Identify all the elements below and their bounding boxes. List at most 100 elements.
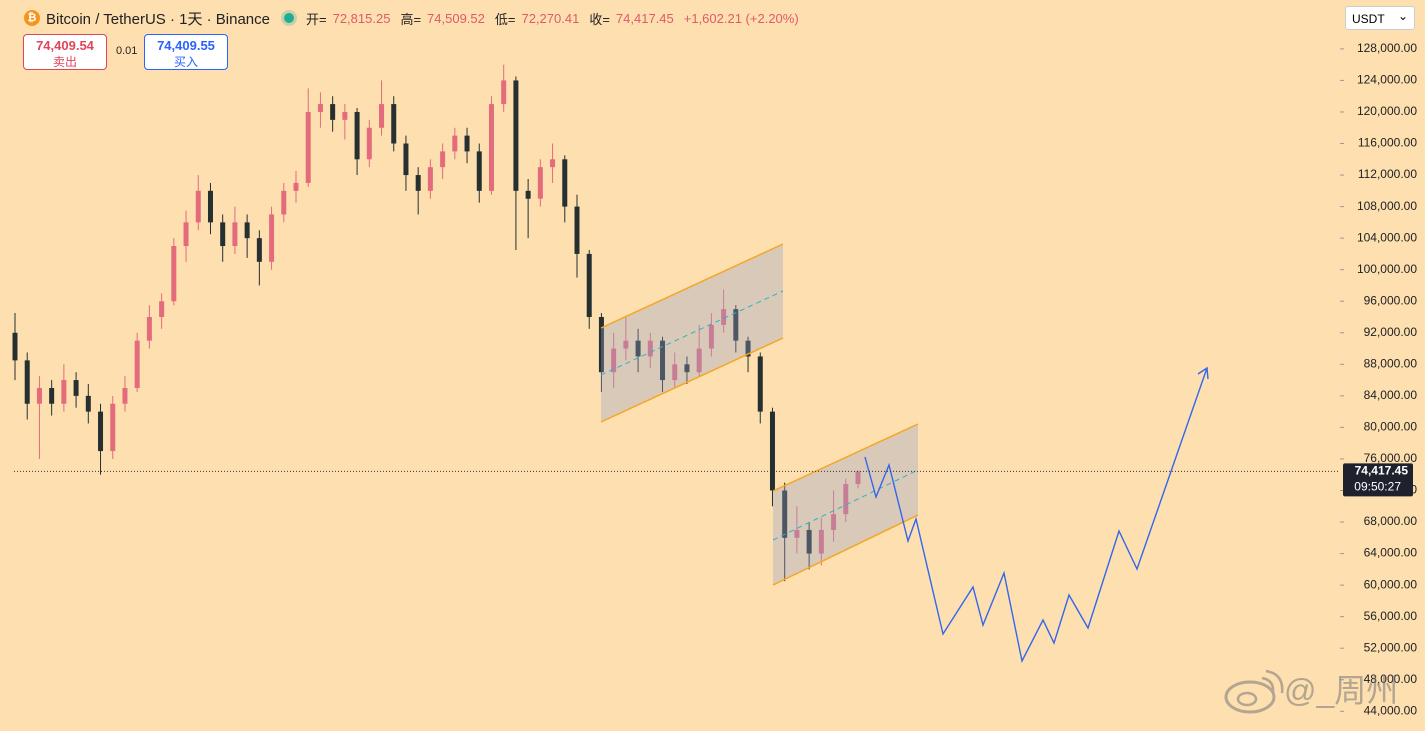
candle-body bbox=[85, 395, 91, 412]
y-tick-label: 80,000.00 bbox=[1364, 420, 1418, 434]
buy-button[interactable]: 74,409.55 买入 bbox=[144, 34, 228, 70]
watermark-logo bbox=[1224, 680, 1276, 714]
y-tick-label: 92,000.00 bbox=[1364, 325, 1418, 339]
y-tick-label: 96,000.00 bbox=[1364, 293, 1418, 307]
candle-body bbox=[12, 332, 18, 361]
candle-body bbox=[598, 317, 604, 373]
y-tick-label: 44,000.00 bbox=[1364, 703, 1418, 717]
change: +1,602.21 (+2.20%) bbox=[683, 10, 799, 26]
candles bbox=[12, 64, 861, 582]
y-tick-label: 88,000.00 bbox=[1364, 356, 1418, 370]
y-tick-label: 60,000.00 bbox=[1364, 577, 1418, 591]
sell-price: 74,409.54 bbox=[36, 38, 94, 53]
candle-body bbox=[831, 514, 837, 530]
watermark-logo bbox=[1261, 669, 1284, 694]
candle-body bbox=[159, 301, 165, 318]
candle-body bbox=[623, 340, 629, 349]
y-tick-label: 48,000.00 bbox=[1364, 672, 1418, 686]
candle-body bbox=[293, 182, 299, 191]
candle-body bbox=[818, 529, 824, 554]
candle-body bbox=[684, 364, 690, 373]
watermark-logo bbox=[1236, 691, 1258, 707]
watermark: @_周州 bbox=[1224, 669, 1398, 714]
candle-body bbox=[61, 380, 67, 404]
y-tick-label: 128,000.00 bbox=[1357, 41, 1417, 55]
candle-body bbox=[647, 340, 653, 357]
candle-body bbox=[134, 340, 140, 388]
candle-body bbox=[122, 387, 128, 404]
candle-body bbox=[207, 190, 213, 223]
candle-body bbox=[427, 167, 433, 191]
y-tick-label: 84,000.00 bbox=[1364, 388, 1418, 402]
candle-body bbox=[757, 356, 763, 412]
ohlc-label: 低= bbox=[494, 11, 516, 27]
symbol[interactable]: Bitcoin / TetherUS · 1天 · Binance bbox=[46, 10, 270, 28]
candle-body bbox=[452, 135, 458, 152]
quantity: 0.01 bbox=[116, 45, 138, 57]
candle-body bbox=[708, 324, 714, 349]
candle-body bbox=[256, 238, 262, 262]
watermark-text: @_周州 bbox=[1284, 672, 1398, 708]
candle-body bbox=[635, 340, 641, 357]
candle-body bbox=[98, 411, 104, 452]
candle-body bbox=[550, 159, 556, 168]
ohlc-label: 收= bbox=[589, 11, 610, 27]
y-tick-label: 104,000.00 bbox=[1357, 230, 1417, 244]
y-tick-label: 120,000.00 bbox=[1357, 104, 1417, 118]
candle-body bbox=[354, 111, 360, 160]
y-tick-label: 56,000.00 bbox=[1364, 609, 1418, 623]
y-tick-label: 112,000.00 bbox=[1358, 167, 1417, 181]
candle-body bbox=[195, 190, 201, 223]
last-price-label: 74,417.45 bbox=[1355, 464, 1409, 478]
candle-body bbox=[537, 167, 543, 199]
y-tick-label: 100,000.00 bbox=[1357, 262, 1417, 276]
header: ₿ Bitcoin / TetherUS · 1天 · Binance 开= 72… bbox=[24, 8, 803, 28]
candle-body bbox=[476, 151, 482, 191]
candle-body bbox=[611, 348, 617, 373]
candle-body bbox=[672, 364, 678, 381]
candle-body bbox=[855, 471, 861, 485]
candle-body bbox=[366, 127, 372, 160]
y-tick-label: 116,000.00 bbox=[1358, 136, 1417, 150]
candle-body bbox=[696, 348, 702, 373]
candle-body bbox=[794, 529, 800, 538]
y-tick-label: 124,000.00 bbox=[1357, 73, 1417, 87]
candle-body bbox=[525, 190, 531, 199]
candle-body bbox=[183, 222, 189, 247]
status-dot bbox=[284, 13, 294, 23]
channel-fill bbox=[773, 424, 918, 585]
candle-body bbox=[220, 222, 226, 247]
candle-body bbox=[171, 246, 177, 302]
y-tick-label: 76,000.00 bbox=[1364, 451, 1418, 465]
ohlc-value: 74,417.45 bbox=[615, 10, 674, 26]
price-axis: 44,000.00 48,000.00 52,000.00 56,000.00 60,0… bbox=[1340, 41, 1417, 717]
channel-1 bbox=[600, 243, 784, 423]
candle-body bbox=[281, 190, 287, 215]
ohlc-label: 高= bbox=[400, 11, 422, 27]
candle-body bbox=[513, 80, 519, 191]
candle-body bbox=[745, 340, 751, 357]
coin-icon: ₿ bbox=[24, 10, 40, 26]
candle-body bbox=[342, 111, 348, 120]
candle-body bbox=[403, 143, 409, 176]
channel-mid bbox=[772, 469, 919, 541]
candle-body bbox=[843, 484, 849, 515]
y-tick-label: 108,000.00 bbox=[1357, 199, 1417, 213]
currency-select[interactable]: USDT bbox=[1345, 4, 1415, 30]
candle-body bbox=[232, 222, 238, 247]
ohlc-value: 74,509.52 bbox=[427, 10, 485, 26]
channel-mid bbox=[600, 290, 784, 376]
candle-body bbox=[501, 80, 507, 105]
last-price-tag bbox=[1343, 463, 1413, 497]
candle-body bbox=[110, 403, 116, 452]
sell-button[interactable]: 74,409.54 卖出 bbox=[23, 34, 107, 70]
candle-body bbox=[73, 380, 79, 396]
candle-body bbox=[24, 360, 30, 404]
candle-body bbox=[574, 206, 580, 254]
candle-body bbox=[440, 151, 446, 168]
candle-body bbox=[379, 104, 385, 128]
channel-edge bbox=[600, 243, 784, 329]
candle-body bbox=[562, 159, 568, 207]
buy-label: 买入 bbox=[173, 55, 198, 69]
